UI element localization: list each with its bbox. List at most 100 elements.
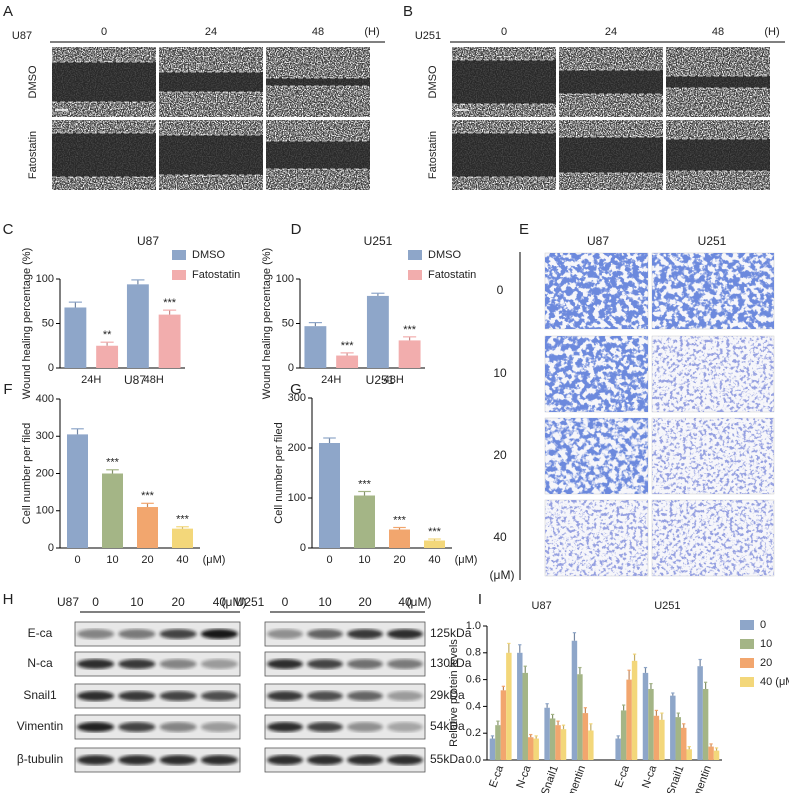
- bar: [137, 507, 158, 548]
- y-tick-label: 50: [282, 317, 294, 329]
- group-title: U251: [654, 600, 680, 612]
- chart-title: U87: [124, 373, 146, 387]
- y-tick-label: 1.0: [466, 620, 481, 632]
- bar: [67, 434, 88, 548]
- significance-label: **: [103, 329, 112, 341]
- blot-band: [159, 722, 197, 732]
- x-tick-label: 20: [141, 554, 153, 566]
- bar: [533, 738, 539, 760]
- legend-swatch: [172, 270, 186, 280]
- x-tick-label: 24H: [321, 374, 341, 386]
- significance-label: ***: [358, 478, 372, 490]
- size-label: 55kDa: [430, 752, 465, 766]
- bar: [354, 495, 375, 548]
- x-unit: (μM): [203, 554, 226, 566]
- y-tick-label: 0.2: [466, 727, 481, 739]
- wound-area: [559, 137, 663, 173]
- blot-band: [387, 691, 423, 701]
- time-label: 48: [712, 26, 724, 38]
- blot-band: [77, 659, 115, 669]
- x-tick-label: E-ca: [487, 763, 506, 789]
- x-tick-label: 40: [428, 554, 440, 566]
- y-tick-label: 100: [36, 273, 54, 285]
- bar: [708, 746, 714, 760]
- blot-band: [77, 691, 115, 701]
- blot-band: [347, 691, 383, 701]
- bar: [304, 326, 327, 368]
- panel-letter: C: [3, 221, 14, 238]
- wound-area: [52, 62, 156, 102]
- legend-label: 0: [760, 619, 766, 631]
- size-label: 125kDa: [430, 626, 472, 640]
- blot-band: [77, 629, 115, 639]
- time-unit: (H): [764, 26, 779, 38]
- bar: [653, 715, 660, 760]
- x-tick-label: N-ca: [514, 763, 534, 790]
- panel-letter: E: [519, 221, 529, 238]
- bar: [102, 473, 123, 548]
- stained-cells: [652, 500, 774, 576]
- dose-label: 20: [358, 595, 372, 609]
- panel-letter: I: [478, 591, 482, 608]
- significance-label: ***: [428, 526, 442, 538]
- bar: [126, 284, 149, 368]
- dose-label: 20: [171, 595, 185, 609]
- wound-area: [559, 70, 663, 94]
- y-axis-label: Wound healing percentage (%): [21, 248, 33, 399]
- time-unit: (H): [364, 26, 379, 38]
- blot-band: [307, 691, 343, 701]
- bar: [713, 750, 720, 760]
- blot-band: [307, 755, 343, 765]
- x-tick-label: 24H: [81, 374, 101, 386]
- wound-area: [266, 78, 370, 86]
- bar: [588, 730, 594, 760]
- bar: [544, 707, 550, 760]
- row-label: 20: [493, 448, 507, 462]
- y-tick-label: 300: [288, 392, 306, 404]
- chart-title: U87: [137, 234, 159, 248]
- y-tick-label: 0: [288, 362, 294, 374]
- bar: [620, 710, 627, 760]
- legend-label: DMSO: [192, 249, 225, 261]
- unit-label: (μM): [490, 568, 515, 582]
- blot-band: [347, 722, 383, 732]
- blot-band: [307, 629, 343, 639]
- bar: [495, 725, 501, 760]
- y-tick-label: 0: [48, 542, 54, 554]
- protein-label: Snail1: [23, 688, 57, 702]
- wound-area: [452, 133, 556, 177]
- bar: [560, 729, 567, 760]
- y-axis-label: Cell number per filed: [21, 423, 33, 525]
- legend-swatch: [740, 677, 754, 687]
- y-tick-label: 100: [36, 505, 54, 517]
- cell-line: U87: [57, 595, 79, 609]
- blot-band: [200, 691, 238, 701]
- legend-label: DMSO: [428, 249, 461, 261]
- y-tick-label: 400: [36, 393, 54, 405]
- bar: [615, 738, 621, 760]
- stained-cells: [652, 253, 774, 329]
- stained-cells: [545, 253, 648, 329]
- stained-cells: [652, 336, 774, 412]
- x-tick-label: 48H: [144, 374, 164, 386]
- stained-cells: [545, 336, 648, 412]
- blot-band: [267, 722, 303, 732]
- blot-band: [267, 659, 303, 669]
- legend-label: 10: [760, 638, 772, 650]
- significance-label: ***: [141, 490, 155, 502]
- time-label: 24: [605, 26, 617, 38]
- bar: [424, 540, 445, 548]
- x-tick-label: 20: [393, 554, 405, 566]
- stained-cells: [545, 500, 648, 576]
- wound-area: [266, 141, 370, 169]
- bar: [389, 529, 410, 548]
- time-label: 0: [101, 26, 107, 38]
- blot-band: [118, 659, 156, 669]
- bar: [398, 340, 421, 368]
- y-tick-label: 0.6: [466, 674, 481, 686]
- x-tick-label: E-ca: [613, 763, 632, 789]
- cell-line: U87: [12, 30, 32, 42]
- panel-letter: D: [291, 221, 302, 238]
- bar: [702, 688, 709, 760]
- significance-label: ***: [341, 340, 355, 352]
